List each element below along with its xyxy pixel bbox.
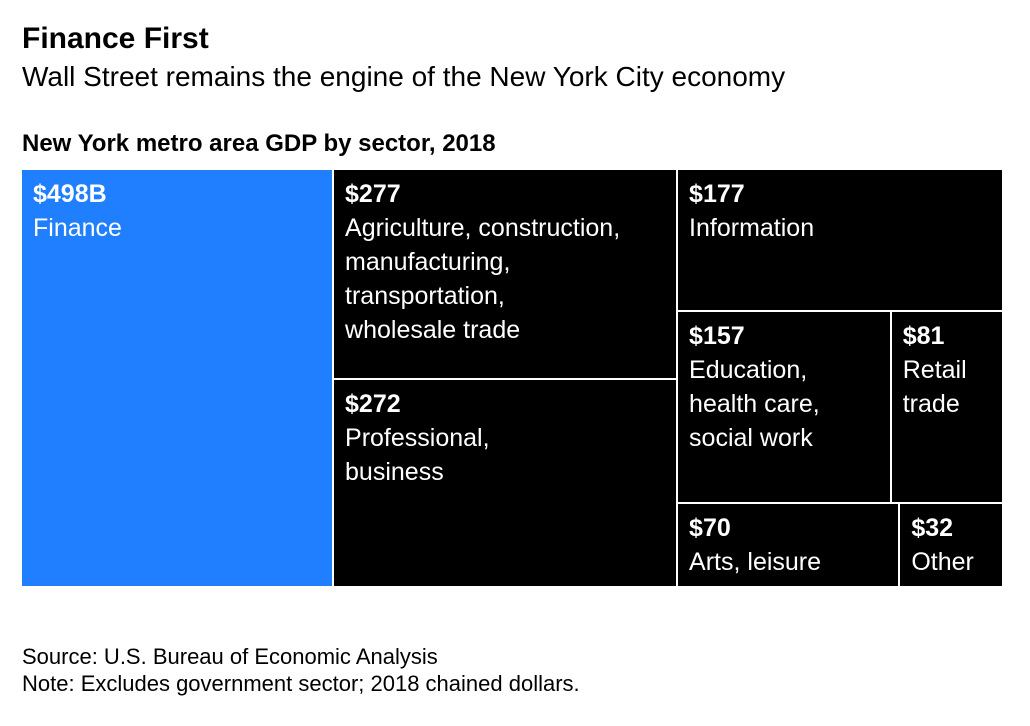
tile-sector-label: Retail trade bbox=[902, 356, 967, 419]
tile-sector-label: Information bbox=[689, 214, 815, 242]
tile-sector-label: Other bbox=[911, 547, 974, 576]
tile-sector-label: Finance bbox=[33, 214, 122, 242]
tile-value-label: $498B bbox=[33, 180, 107, 208]
tile-sector-label: Education, health care, social work bbox=[689, 356, 820, 453]
treemap-tile: $157 Education, health care, social work bbox=[678, 312, 890, 502]
tile-sector-label: Agriculture, construction, manufacturing… bbox=[345, 214, 621, 344]
chart-footer: Source: U.S. Bureau of Economic Analysis… bbox=[22, 643, 580, 697]
chart-subtitle: Wall Street remains the engine of the Ne… bbox=[22, 61, 786, 92]
source-note: Source: U.S. Bureau of Economic Analysis bbox=[22, 644, 438, 669]
tile-value-label: $277 bbox=[345, 180, 401, 208]
tile-value-label: $32 bbox=[911, 513, 954, 542]
tile-value-label: $177 bbox=[689, 180, 745, 208]
tile-value-label: $157 bbox=[689, 322, 745, 351]
treemap: $498B Finance $277 Agriculture, constructio… bbox=[22, 170, 1002, 586]
treemap-tile: $272 Professional, business bbox=[334, 379, 677, 586]
treemap-tile: $32 Other bbox=[900, 503, 1002, 586]
tile-value-label: $81 bbox=[902, 322, 945, 351]
tile-sector-label: Arts, leisure bbox=[689, 547, 822, 576]
treemap-tile: $277 Agriculture, construction, manufactu… bbox=[334, 170, 677, 378]
chart-headline: Finance First bbox=[22, 22, 209, 55]
tile-sector-label: Professional, business bbox=[345, 423, 490, 486]
tile-value-label: $272 bbox=[345, 389, 401, 418]
chart-title: New York metro area GDP by sector, 2018 bbox=[22, 130, 496, 157]
treemap-tile: $177 Information bbox=[678, 170, 1002, 311]
treemap-tile: $498B Finance bbox=[22, 170, 333, 586]
treemap-tile: $70 Arts, leisure bbox=[678, 503, 899, 586]
tile-value-label: $70 bbox=[689, 513, 731, 542]
treemap-tile: $81 Retail trade bbox=[891, 312, 1002, 502]
footnote: Note: Excludes government sector; 2018 c… bbox=[22, 671, 580, 696]
